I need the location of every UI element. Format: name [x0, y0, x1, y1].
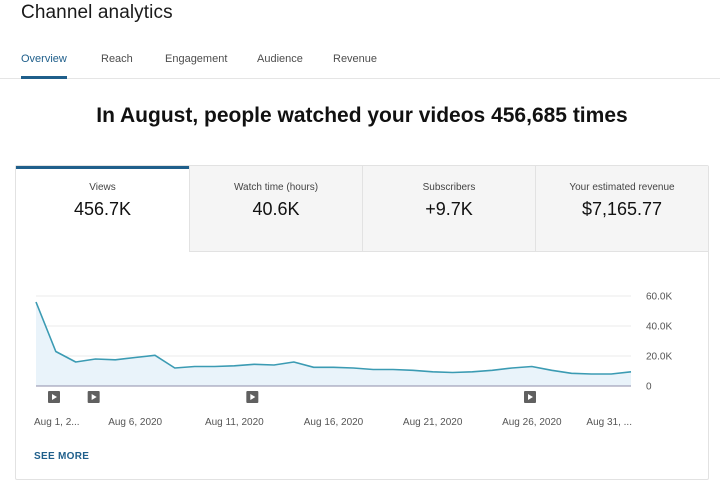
metric-value: $7,165.77 — [581, 199, 663, 219]
page-title: Channel analytics — [21, 2, 173, 23]
views-area — [36, 302, 631, 386]
metric-label: Your estimated revenue — [569, 182, 675, 193]
play-icon — [91, 394, 97, 400]
y-tick-label: 20.0K — [646, 352, 672, 363]
analytics-tabs: Overview Reach Engagement Audience Reven… — [0, 44, 720, 79]
metric-tab-revenue[interactable]: Your estimated revenue $7,165.77 — [535, 166, 708, 252]
play-icon — [528, 394, 533, 400]
x-tick-label: Aug 6, 2020 — [108, 417, 162, 428]
metric-tab-watch-time[interactable]: Watch time (hours) 40.6K — [189, 166, 362, 252]
tab-overview[interactable]: Overview — [21, 53, 67, 65]
x-tick-label: Aug 31, ... — [586, 417, 632, 428]
summary-headline: In August, people watched your videos 45… — [96, 104, 628, 127]
metrics-card: Views 456.7K Watch time (hours) 40.6K Su… — [15, 165, 709, 480]
x-tick-label: Aug 16, 2020 — [304, 417, 364, 428]
metric-label: Views — [89, 182, 116, 193]
tab-engagement[interactable]: Engagement — [165, 53, 228, 65]
y-tick-label: 60.0K — [646, 292, 672, 303]
tab-audience[interactable]: Audience — [257, 53, 303, 65]
x-tick-label: Aug 26, 2020 — [502, 417, 562, 428]
metric-tab-views[interactable]: Views 456.7K — [16, 166, 189, 252]
x-tick-label: Aug 21, 2020 — [403, 417, 463, 428]
play-icon — [52, 394, 57, 400]
metric-label: Watch time (hours) — [233, 182, 319, 193]
metric-value: +9.7K — [425, 199, 473, 219]
metric-value: 40.6K — [252, 199, 300, 219]
metric-value: 456.7K — [73, 199, 132, 219]
metric-tab-subscribers[interactable]: Subscribers +9.7K — [362, 166, 535, 252]
y-tick-label: 40.0K — [646, 322, 672, 333]
tab-reach[interactable]: Reach — [101, 53, 133, 65]
see-more-link[interactable]: SEE MORE — [34, 451, 90, 462]
x-tick-label: Aug 11, 2020 — [205, 417, 264, 428]
metric-label: Subscribers — [422, 182, 476, 193]
tab-revenue[interactable]: Revenue — [333, 53, 378, 65]
play-icon — [250, 394, 256, 400]
views-series-line — [35, 301, 632, 375]
y-tick-label: 0 — [646, 382, 652, 393]
metric-tabs: Views 456.7K Watch time (hours) 40.6K Su… — [16, 166, 708, 252]
active-tab-indicator — [21, 76, 67, 79]
views-chart: 60.0K 40.0K 20.0K 0 Aug 1, 2... Aug 6, 2020 Au… — [34, 292, 672, 429]
x-tick-label: Aug 1, 2... — [34, 417, 80, 428]
